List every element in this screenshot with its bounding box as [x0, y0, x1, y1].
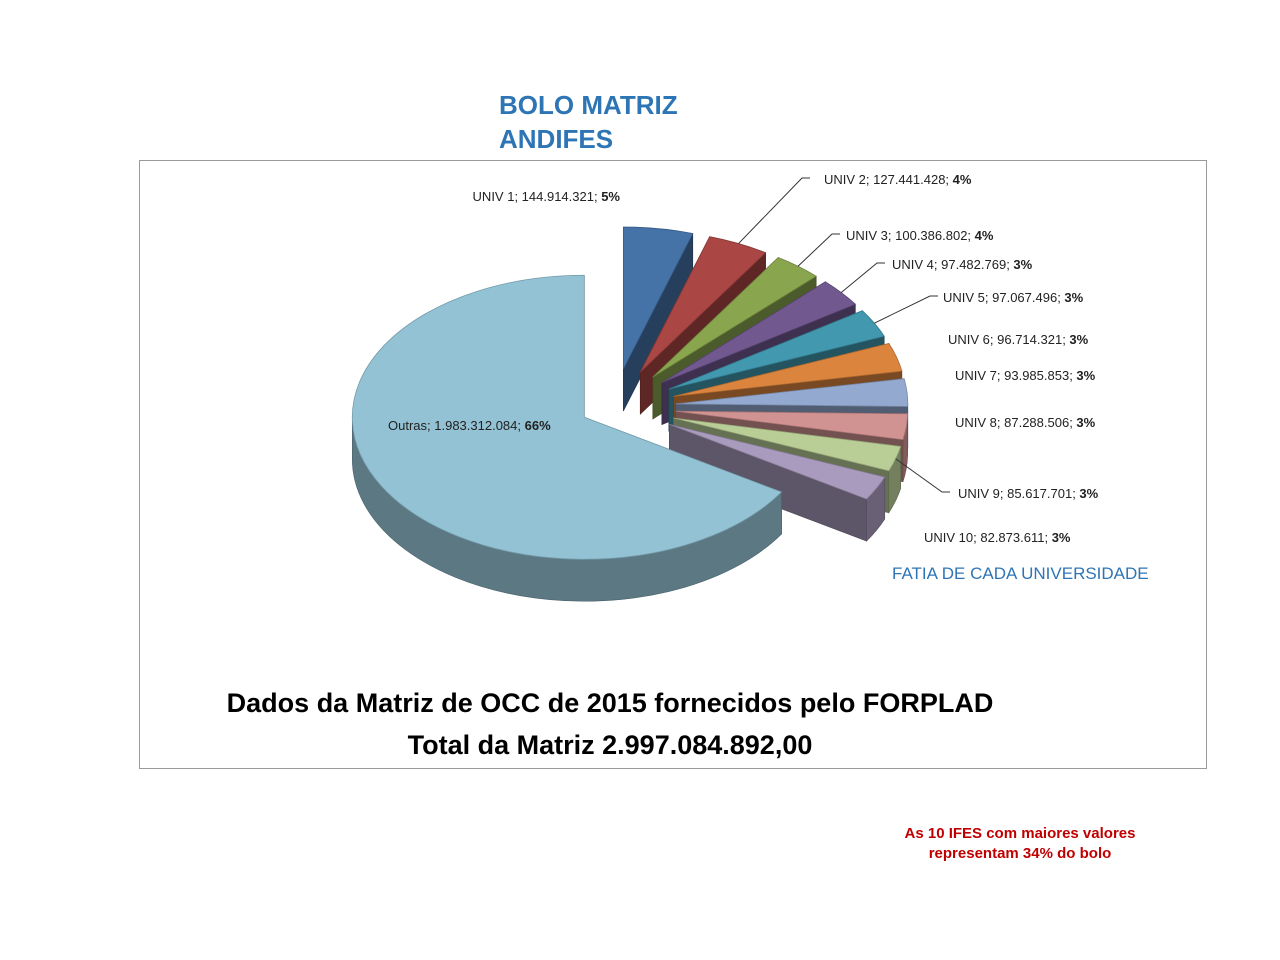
pie-label-percent: 3% — [1052, 530, 1071, 545]
pie-label-6: UNIV 6; 96.714.321; 3% — [948, 332, 1089, 347]
pie-label-value: 82.873.611; — [980, 530, 1051, 545]
summary-note: As 10 IFES com maiores valores represent… — [862, 824, 1178, 864]
pie-label-value: 97.067.496; — [992, 290, 1064, 305]
pie-label-name: UNIV 3; — [846, 228, 895, 243]
pie-label-7: UNIV 7; 93.985.853; 3% — [955, 368, 1096, 383]
summary-note-line1: As 10 IFES com maiores valores — [904, 825, 1136, 842]
pie-label-5: UNIV 5; 97.067.496; 3% — [943, 290, 1084, 305]
pie-slice-top — [351, 274, 783, 560]
pie-slice-top — [652, 257, 817, 378]
pie-label-name: UNIV 8; — [955, 415, 1004, 430]
pie-label-3: UNIV 3; 100.386.802; 4% — [846, 228, 994, 243]
pie-label-value: 100.386.802; — [895, 228, 975, 243]
pie-label-percent: 3% — [1069, 332, 1088, 347]
pie-label-value: 144.914.321; — [522, 189, 602, 204]
pie-label-percent: 4% — [953, 172, 972, 187]
pie-label-percent: 3% — [1076, 368, 1095, 383]
pie-label-name: UNIV 7; — [955, 368, 1004, 383]
pie-slice-top — [675, 378, 909, 407]
pie-label-name: UNIV 9; — [958, 486, 1007, 501]
pie-label-10: UNIV 10; 82.873.611; 3% — [924, 530, 1071, 545]
pie-slice-11 — [351, 274, 783, 602]
chart-title-line1: BOLO MATRIZ — [499, 90, 678, 120]
chart-title: BOLO MATRIZ ANDIFES — [499, 88, 678, 156]
pie-leader-line — [895, 458, 950, 493]
pie-label-percent: 5% — [601, 189, 620, 204]
pie-slice-1 — [622, 226, 694, 412]
pie-labels: UNIV 1; 144.914.321; 5% UNIV 2; 127.441.4… — [388, 172, 1099, 545]
pie-label-percent: 3% — [1079, 486, 1098, 501]
pie-label-percent: 4% — [975, 228, 994, 243]
chart-title-line2: ANDIFES — [499, 124, 614, 154]
pie-leader-line — [738, 177, 810, 244]
pie-slice-top — [668, 310, 885, 390]
pie-label-name: UNIV 2; — [824, 172, 873, 187]
pie-slices — [351, 226, 909, 602]
chart-caption-line1: Dados da Matriz de OCC de 2015 fornecido… — [226, 688, 994, 718]
pie-leader-line — [840, 262, 885, 293]
pie-label-value: 87.288.506; — [1004, 415, 1076, 430]
pie-label-name: UNIV 10; — [924, 530, 980, 545]
pie-label-value: 97.482.769; — [941, 257, 1013, 272]
pie-label-value: 85.617.701; — [1007, 486, 1079, 501]
pie-label-9: UNIV 9; 85.617.701; 3% — [958, 486, 1099, 501]
pie-label-value: 1.983.312.084; — [434, 418, 524, 433]
pie-label-percent: 3% — [1013, 257, 1032, 272]
pie-label-11: Outras; 1.983.312.084; 66% — [388, 418, 551, 433]
pie-label-2: UNIV 2; 127.441.428; 4% — [824, 172, 972, 187]
pie-label-percent: 66% — [525, 418, 551, 433]
pie-slice-top — [622, 226, 694, 370]
pie-label-value: 96.714.321; — [997, 332, 1069, 347]
summary-note-line2: representam 34% do bolo — [928, 845, 1112, 862]
pie-leader-line — [797, 233, 840, 267]
pie-label-value: 93.985.853; — [1004, 368, 1076, 383]
pie-label-name: UNIV 6; — [948, 332, 997, 347]
pie-label-name: Outras; — [388, 418, 434, 433]
pie-label-percent: 3% — [1064, 290, 1083, 305]
pie-slice-top — [673, 343, 903, 397]
chart-caption-line2: Total da Matriz 2.997.084.892,00 — [407, 730, 813, 760]
pie-label-value: 127.441.428; — [873, 172, 953, 187]
pie-chart: UNIV 1; 144.914.321; 5% UNIV 2; 127.441.4… — [351, 172, 1099, 602]
pie-slice-top — [639, 236, 767, 373]
pie-label-name: UNIV 1; — [473, 189, 522, 204]
pie-slice-top — [675, 410, 909, 441]
pie-leader-line — [874, 295, 938, 324]
pie-label-name: UNIV 5; — [943, 290, 992, 305]
chart-subtitle: FATIA DE CADA UNIVERSIDADE — [892, 564, 1149, 583]
pie-label-4: UNIV 4; 97.482.769; 3% — [892, 257, 1033, 272]
pie-label-8: UNIV 8; 87.288.506; 3% — [955, 415, 1096, 430]
chart-area: UNIV 1; 144.914.321; 5% UNIV 2; 127.441.4… — [139, 160, 1207, 769]
pie-slice-top — [669, 423, 886, 500]
pie-label-name: UNIV 4; — [892, 257, 941, 272]
pie-label-1: UNIV 1; 144.914.321; 5% — [473, 189, 621, 204]
pie-label-percent: 3% — [1076, 415, 1095, 430]
pie-slice-10 — [669, 423, 886, 542]
